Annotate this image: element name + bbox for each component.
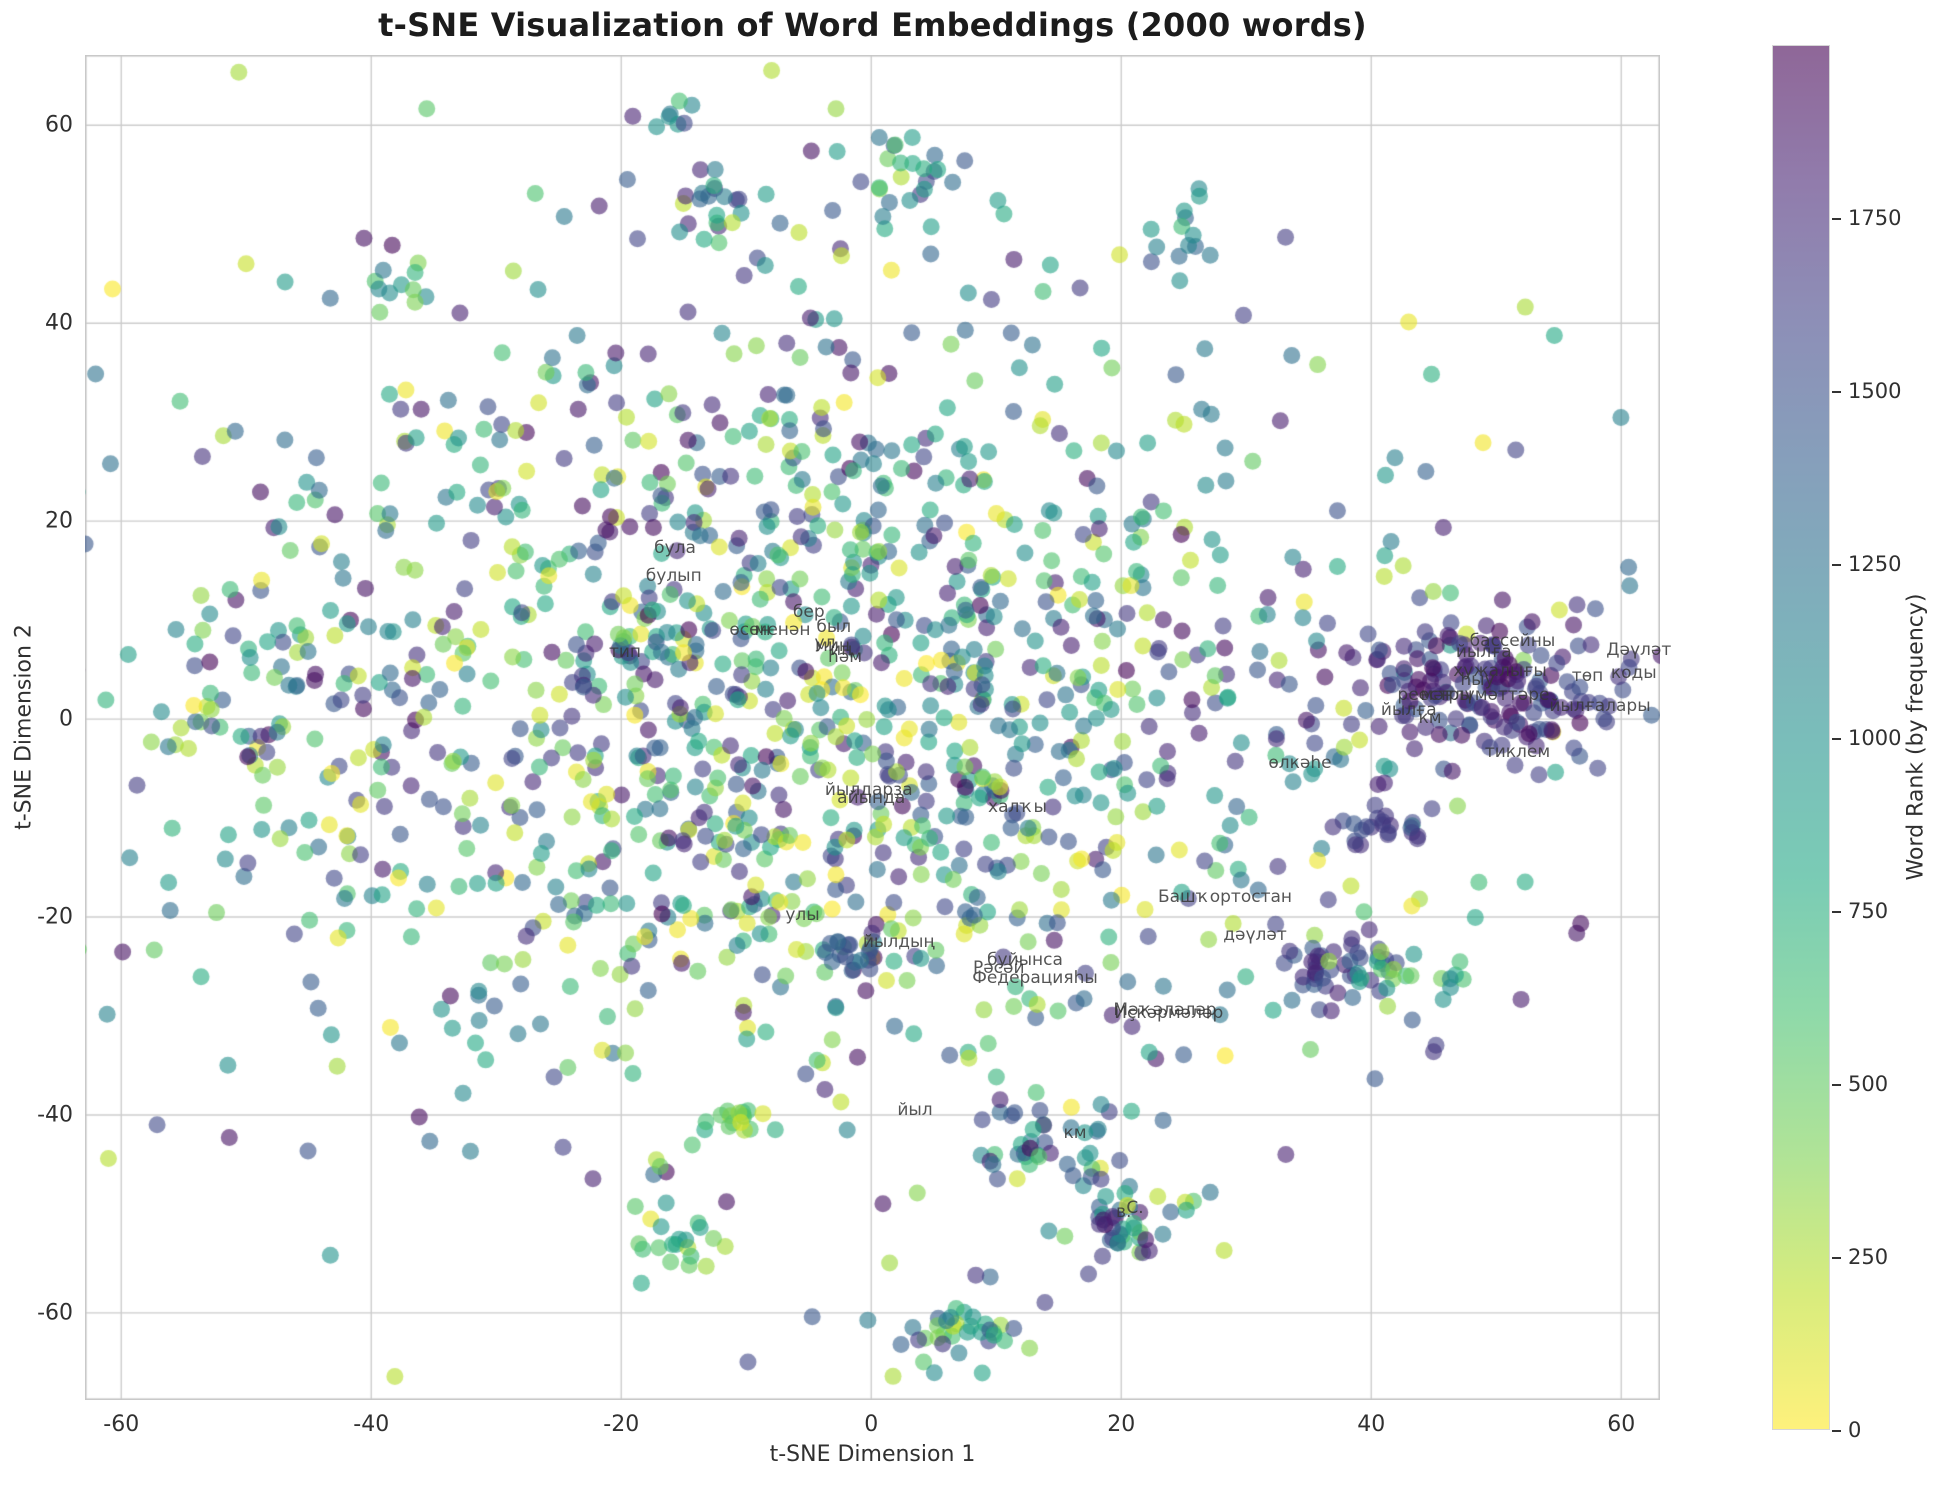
word-annotation: өлкәһе xyxy=(1268,752,1332,773)
word-annotation: төп xyxy=(1571,665,1604,686)
word-annotation: һыу xyxy=(1460,670,1495,691)
colorbar-tick-label-1250: 1250 xyxy=(1848,552,1902,577)
colorbar-tick-mark xyxy=(1832,910,1841,913)
word-annotation: йылдың xyxy=(862,931,935,952)
x-tick-label-40: 40 xyxy=(1357,1412,1386,1437)
word-annotation: иң xyxy=(830,639,853,660)
word-annotation: ул xyxy=(814,632,836,653)
word-annotation: бассейны xyxy=(1469,630,1556,651)
word-annotation: менән xyxy=(754,620,811,640)
word-annotation: улы xyxy=(785,905,820,926)
colorbar-tick-mark xyxy=(1832,218,1841,221)
colorbar-tick-mark xyxy=(1832,564,1841,567)
colorbar-tick-mark xyxy=(1832,1083,1841,1086)
word-annotation: тиклем xyxy=(1484,741,1551,762)
word-annotation: км xyxy=(1063,1122,1087,1143)
word-annotation: км xyxy=(1418,708,1442,729)
word-annotation: Башҡортостан xyxy=(1157,887,1293,908)
colorbar-tick-mark xyxy=(1832,1430,1841,1432)
x-tick-label--60: -60 xyxy=(103,1412,140,1437)
y-tick-label-60: 60 xyxy=(45,112,73,138)
word-annotation: был xyxy=(816,617,852,638)
x-tick-label--40: -40 xyxy=(353,1412,390,1437)
word-annotation: айында xyxy=(837,788,906,809)
word-annotation: Иҫкәрмәләр xyxy=(1114,1003,1224,1024)
colorbar-tick-mark xyxy=(1832,1256,1841,1259)
y-tick-label-20: 20 xyxy=(45,508,73,534)
word-annotation: С. xyxy=(1126,1197,1144,1218)
y-tick-label--40: -40 xyxy=(37,1102,73,1128)
word-annotation: йылғалары xyxy=(1549,696,1651,717)
word-annotation: буйынса xyxy=(987,949,1063,970)
word-annotation: йылға xyxy=(1455,641,1512,662)
x-tick-label-60: 60 xyxy=(1607,1412,1636,1437)
word-annotation: дәүләт xyxy=(1223,924,1287,945)
word-annotation: халҡы xyxy=(988,797,1047,818)
colorbar-tick-label-1000: 1000 xyxy=(1848,725,1902,750)
y-axis-label: t-SNE Dimension 2 xyxy=(11,624,37,830)
x-tick-label-0: 0 xyxy=(864,1412,879,1437)
word-annotation: тип xyxy=(608,641,642,662)
word-annotation: Дәүләт xyxy=(1606,639,1672,660)
x-tick-label-20: 20 xyxy=(1107,1412,1136,1437)
word-annotation: йылдарҙа xyxy=(824,780,913,801)
y-tick-label--20: -20 xyxy=(37,904,73,930)
x-tick-label--20: -20 xyxy=(603,1412,640,1437)
word-annotation: мәғлүмәттәре xyxy=(1420,685,1550,706)
word-annotation: һәм xyxy=(827,646,863,667)
word-annotation: йылға xyxy=(1380,700,1437,721)
scatter-canvas xyxy=(85,55,1660,1400)
word-annotation: мин xyxy=(815,635,850,656)
y-tick-label-40: 40 xyxy=(45,310,73,336)
word-annotation: коды xyxy=(1610,662,1657,683)
y-tick-label--60: -60 xyxy=(37,1300,73,1326)
word-annotation: Мәҡәләләр xyxy=(1113,1000,1217,1021)
word-annotation: йыл xyxy=(897,1100,933,1121)
colorbar-tick-mark xyxy=(1832,737,1841,740)
colorbar-tick-label-1750: 1750 xyxy=(1848,206,1902,231)
plot-area: була булып бер өсөн менән был ул мин иң һәм тип хал… xyxy=(85,55,1671,1400)
y-tick-label-0: 0 xyxy=(59,706,73,732)
word-annotation: Рәсәй xyxy=(972,958,1025,979)
colorbar-tick-label-750: 750 xyxy=(1848,898,1889,923)
word-annotation: хужалығы xyxy=(1453,660,1547,681)
colorbar-tick-label-1500: 1500 xyxy=(1848,379,1902,404)
x-axis-label: t-SNE Dimension 1 xyxy=(769,1442,976,1467)
word-annotation: өсөн xyxy=(729,620,771,640)
word-annotation: Федерацияһы xyxy=(972,968,1098,989)
colorbar-tick-label-250: 250 xyxy=(1848,1244,1889,1269)
chart-title: t-SNE Visualization of Word Embeddings (… xyxy=(378,6,1367,44)
word-annotation: бер xyxy=(792,602,825,623)
word-annotation: реестры xyxy=(1397,685,1473,706)
colorbar-label: Word Rank (by frequency) xyxy=(1903,593,1929,881)
word-annotation: в. xyxy=(1116,1201,1132,1222)
word-annotation: була xyxy=(654,537,696,558)
colorbar-tick-mark xyxy=(1832,391,1841,394)
colorbar-tick-label-0: 0 xyxy=(1848,1418,1862,1442)
colorbar xyxy=(1772,45,1830,1430)
colorbar-tick-label-500: 500 xyxy=(1848,1071,1889,1096)
word-annotation: булып xyxy=(645,565,702,586)
